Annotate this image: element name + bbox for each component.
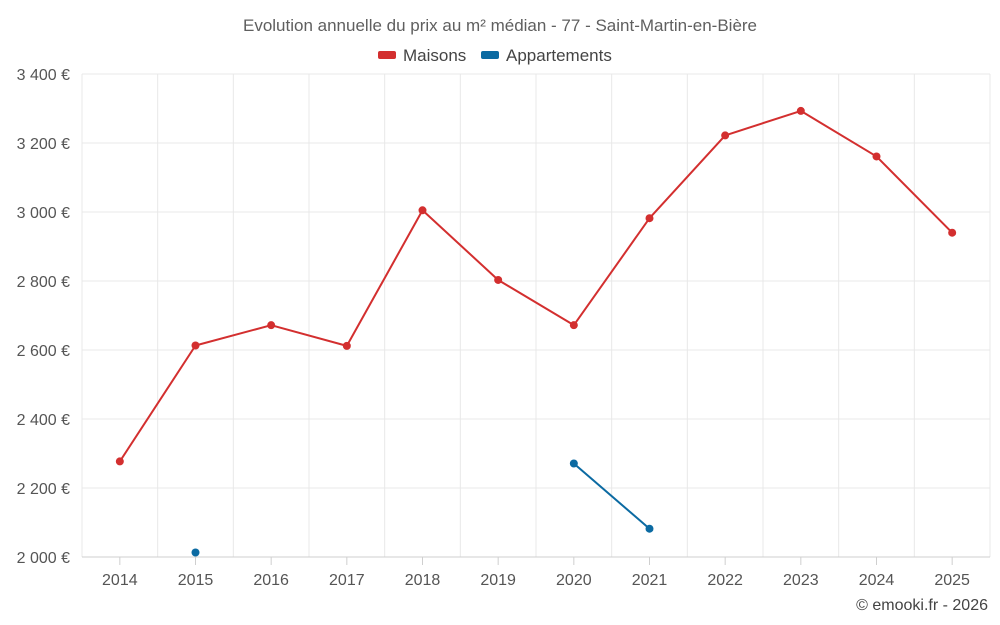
data-point-maisons[interactable] — [115, 457, 124, 466]
x-tick-label: 2025 — [934, 572, 970, 589]
x-tick-label: 2021 — [632, 572, 668, 589]
legend-swatch-maisons — [378, 51, 396, 59]
x-tick-label: 2023 — [783, 572, 819, 589]
y-tick-label: 2 200 € — [17, 481, 70, 498]
x-tick-label: 2017 — [329, 572, 365, 589]
data-point-maisons[interactable] — [872, 152, 881, 161]
x-tick-label: 2019 — [480, 572, 516, 589]
data-point-maisons[interactable] — [267, 321, 276, 330]
series-line-maisons — [118, 109, 953, 462]
series-appartements — [191, 459, 654, 557]
legend: Maisons Appartements — [378, 46, 612, 65]
data-point-maisons[interactable] — [418, 206, 427, 215]
y-tick-label: 3 000 € — [17, 205, 70, 222]
legend-item-maisons[interactable]: Maisons — [378, 46, 466, 65]
series — [115, 106, 957, 557]
y-tick-label: 2 000 € — [17, 550, 70, 567]
data-point-maisons[interactable] — [342, 341, 351, 350]
grid — [81, 73, 991, 558]
x-tick-label: 2015 — [178, 572, 214, 589]
x-tick-label: 2016 — [253, 572, 289, 589]
y-tick-label: 3 400 € — [17, 67, 70, 84]
x-tick-label: 2018 — [405, 572, 441, 589]
data-point-appartements[interactable] — [569, 459, 578, 468]
legend-swatch-appartements — [481, 51, 499, 59]
x-tick-label: 2024 — [859, 572, 895, 589]
chart-title: Evolution annuelle du prix au m² médian … — [243, 16, 757, 35]
data-point-appartements[interactable] — [191, 548, 200, 557]
series-maisons — [115, 106, 957, 466]
legend-item-appartements[interactable]: Appartements — [481, 46, 612, 65]
y-tick-label: 2 600 € — [17, 343, 70, 360]
data-point-maisons[interactable] — [569, 321, 578, 330]
y-tick-label: 2 400 € — [17, 412, 70, 429]
data-point-maisons[interactable] — [796, 106, 805, 115]
legend-label-appartements: Appartements — [506, 46, 612, 65]
series-line-appartements — [573, 462, 651, 530]
y-axis: 2 000 € 2 200 € 2 400 € 2 600 € 2 800 € 3 000… — [17, 67, 70, 567]
data-point-maisons[interactable] — [721, 131, 730, 140]
data-point-appartements[interactable] — [645, 524, 654, 533]
data-point-maisons[interactable] — [191, 341, 200, 350]
y-tick-label: 3 200 € — [17, 136, 70, 153]
legend-label-maisons: Maisons — [403, 46, 466, 65]
x-axis: 2014 2015 2016 2017 2018 2019 2020 2021 2022 2023… — [102, 557, 970, 589]
y-tick-label: 2 800 € — [17, 274, 70, 291]
x-tick-label: 2014 — [102, 572, 138, 589]
x-tick-label: 2022 — [707, 572, 743, 589]
data-point-maisons[interactable] — [645, 214, 654, 223]
data-point-maisons[interactable] — [948, 228, 957, 237]
copyright-credit: © emooki.fr - 2026 — [856, 597, 988, 614]
data-point-maisons[interactable] — [494, 275, 503, 284]
x-tick-label: 2020 — [556, 572, 592, 589]
